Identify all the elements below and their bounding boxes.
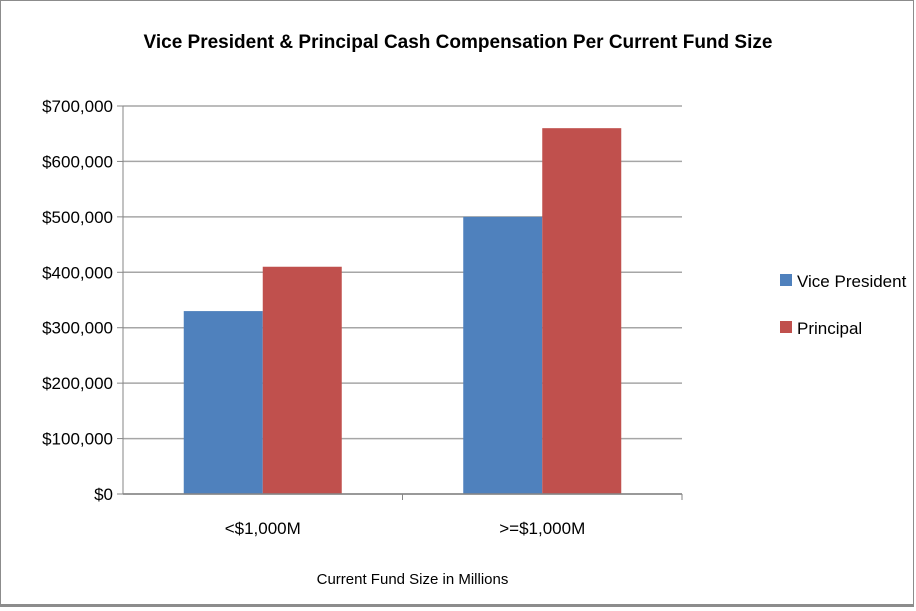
x-tick-label: <$1,000M — [225, 519, 301, 538]
y-tick-label: $700,000 — [42, 97, 113, 116]
x-tick-label: >=$1,000M — [499, 519, 585, 538]
y-tick-label: $600,000 — [42, 152, 113, 171]
y-tick-label: $400,000 — [42, 263, 113, 282]
bar-principal — [542, 128, 622, 494]
bar-principal — [262, 266, 342, 494]
legend-label: Vice President — [797, 272, 907, 291]
legend-swatch — [780, 274, 792, 286]
legend-swatch — [780, 321, 792, 333]
y-tick-label: $300,000 — [42, 319, 113, 338]
y-tick-label: $0 — [94, 485, 113, 504]
chart-title: Vice President & Principal Cash Compensa… — [143, 32, 773, 53]
bar-vice-president — [183, 311, 263, 494]
bar-vice-president — [463, 216, 543, 494]
y-tick-label: $200,000 — [42, 374, 113, 393]
x-axis-title: Current Fund Size in Millions — [317, 571, 509, 588]
legend-label: Principal — [797, 319, 862, 338]
y-tick-label: $500,000 — [42, 208, 113, 227]
y-tick-label: $100,000 — [42, 430, 113, 449]
